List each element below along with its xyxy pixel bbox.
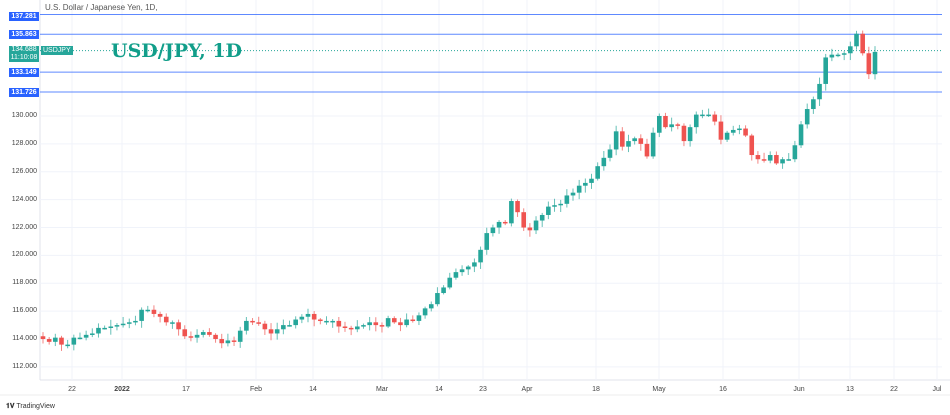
level-label-135: 135.863	[9, 30, 39, 39]
price-tick: 118.000	[12, 279, 37, 287]
chart-title: USD/JPY, 1D	[111, 40, 243, 62]
price-tick: 116.000	[12, 307, 37, 315]
time-tick: 23	[479, 386, 487, 393]
time-tick: Jun	[793, 386, 805, 393]
time-tick: 22	[68, 386, 76, 393]
price-tick: 124.000	[11, 195, 37, 203]
time-tick: 2022	[114, 386, 130, 393]
tv-logo-icon: 𝟏𝐕	[6, 402, 15, 410]
price-tick: 130.000	[11, 112, 37, 119]
tradingview-logo[interactable]: 𝟏𝐕 TradingView	[6, 402, 55, 411]
time-tick: Feb	[249, 386, 263, 393]
time-tick: Jul	[932, 386, 942, 393]
symbol-badge: USDJPY	[41, 46, 73, 55]
time-tick: 16	[719, 386, 727, 393]
time-tick: 18	[592, 386, 600, 393]
bar-countdown: 11:10:08	[10, 54, 38, 61]
level-label-131: 131.726	[9, 88, 39, 97]
time-tick: 14	[309, 386, 317, 393]
current-price: 134.688	[11, 46, 37, 53]
time-tick: Apr	[521, 386, 533, 393]
level-label-137: 137.281	[9, 12, 39, 21]
price-tick: 112.000	[12, 362, 37, 370]
time-tick: 22	[890, 386, 898, 393]
price-tick: 126.000	[11, 167, 37, 175]
price-tick: 128.000	[11, 139, 37, 147]
brand-name: TradingView	[16, 403, 55, 410]
price-tick: 114.000	[12, 335, 37, 343]
time-tick: Mar	[375, 386, 389, 393]
price-tick: 120.000	[11, 251, 37, 259]
level-label-133: 133.149	[9, 68, 39, 77]
chart-subtitle: U.S. Dollar / Japanese Yen, 1D,	[45, 3, 158, 12]
time-tick: 14	[435, 386, 443, 393]
time-tick: 13	[846, 386, 854, 393]
current-price-badge: 134.688 11:10:08	[9, 46, 39, 62]
price-tick: 122.000	[11, 223, 37, 231]
time-tick: 17	[182, 386, 190, 393]
time-tick: May	[652, 386, 666, 393]
